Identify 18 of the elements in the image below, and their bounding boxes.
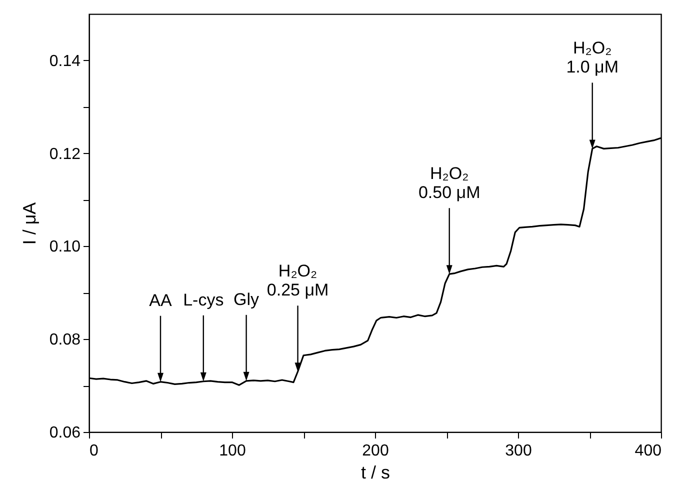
annotation: H₂O₂ 1.0 μM xyxy=(566,38,619,77)
y-tick-label: 0.14 xyxy=(49,52,81,70)
x-tick-label: 400 xyxy=(634,442,662,460)
x-tick-label: 0 xyxy=(90,442,98,460)
x-tick-label: 200 xyxy=(362,442,389,460)
x-tick-label: 100 xyxy=(219,442,246,460)
y-axis-title: I / μA xyxy=(19,202,40,245)
annotation: L-cys xyxy=(183,290,224,310)
annotation: AA xyxy=(149,290,172,310)
y-tick-label: 0.06 xyxy=(49,424,81,442)
y-tick-label: 0.12 xyxy=(49,146,81,163)
x-tick-label: 300 xyxy=(505,442,532,460)
y-tick-label: 0.10 xyxy=(49,238,81,256)
annotation: Gly xyxy=(234,290,260,309)
x-axis-title: t / s xyxy=(360,462,390,482)
annotation: H₂O₂ 0.25 μM xyxy=(266,262,329,300)
annotation: H₂O₂ 0.50 μM xyxy=(418,164,480,202)
y-tick-label: 0.08 xyxy=(49,332,81,349)
